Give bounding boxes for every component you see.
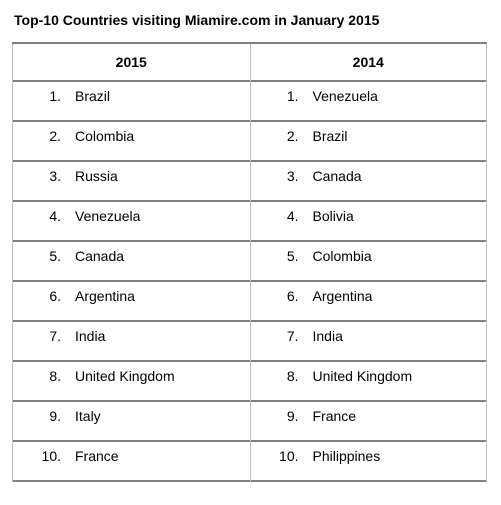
rank-number: 9. (13, 408, 67, 424)
table-row: 7.India (13, 322, 250, 362)
rank-number: 10. (13, 448, 67, 464)
rank-number: 5. (251, 248, 305, 264)
table-row: 8.United Kingdom (13, 362, 250, 402)
table-row: 3.Russia (13, 162, 250, 202)
country-name: United Kingdom (67, 368, 175, 384)
table-row: 1.Venezuela (251, 82, 487, 122)
table-row: 9.France (251, 402, 487, 442)
country-name: Canada (67, 248, 124, 264)
table-row: 4.Bolivia (251, 202, 487, 242)
table-row: 9.Italy (13, 402, 250, 442)
rank-number: 6. (251, 288, 305, 304)
country-name: France (67, 448, 119, 464)
rank-number: 1. (13, 88, 67, 104)
page-title: Top-10 Countries visiting Miamire.com in… (14, 12, 489, 28)
table-row: 6.Argentina (251, 282, 487, 322)
rank-number: 3. (13, 168, 67, 184)
rank-number: 4. (13, 208, 67, 224)
rank-number: 10. (251, 448, 305, 464)
country-name: Venezuela (305, 88, 378, 104)
country-name: Philippines (305, 448, 381, 464)
table-row: 5.Canada (13, 242, 250, 282)
table-row: 10.Philippines (251, 442, 487, 482)
country-name: Bolivia (305, 208, 354, 224)
country-name: Brazil (305, 128, 348, 144)
table-row: 1.Brazil (13, 82, 250, 122)
rank-number: 4. (251, 208, 305, 224)
country-name: Brazil (67, 88, 110, 104)
country-name: Russia (67, 168, 118, 184)
country-name: United Kingdom (305, 368, 413, 384)
rank-number: 6. (13, 288, 67, 304)
country-name: Argentina (305, 288, 373, 304)
rank-number: 7. (251, 328, 305, 344)
country-name: Argentina (67, 288, 135, 304)
country-name: Colombia (67, 128, 134, 144)
column-2014: 2014 1.Venezuela 2.Brazil 3.Canada 4.Bol… (250, 44, 488, 482)
table-row: 3.Canada (251, 162, 487, 202)
rank-number: 8. (251, 368, 305, 384)
table-row: 4.Venezuela (13, 202, 250, 242)
rank-number: 1. (251, 88, 305, 104)
countries-table: 2015 1.Brazil 2.Colombia 3.Russia 4.Vene… (12, 42, 487, 482)
column-header: 2014 (251, 44, 487, 82)
country-name: Colombia (305, 248, 372, 264)
country-name: Canada (305, 168, 362, 184)
table-row: 7.India (251, 322, 487, 362)
country-name: Italy (67, 408, 101, 424)
column-2015: 2015 1.Brazil 2.Colombia 3.Russia 4.Vene… (12, 44, 250, 482)
rank-number: 7. (13, 328, 67, 344)
rank-number: 5. (13, 248, 67, 264)
column-header: 2015 (13, 44, 250, 82)
rank-number: 9. (251, 408, 305, 424)
country-name: France (305, 408, 357, 424)
table-row: 6.Argentina (13, 282, 250, 322)
country-name: India (305, 328, 343, 344)
table-row: 10.France (13, 442, 250, 482)
table-row: 5.Colombia (251, 242, 487, 282)
rank-number: 3. (251, 168, 305, 184)
table-row: 2.Brazil (251, 122, 487, 162)
table-row: 8.United Kingdom (251, 362, 487, 402)
table-row: 2.Colombia (13, 122, 250, 162)
country-name: Venezuela (67, 208, 140, 224)
rank-number: 8. (13, 368, 67, 384)
rank-number: 2. (13, 128, 67, 144)
country-name: India (67, 328, 105, 344)
rank-number: 2. (251, 128, 305, 144)
